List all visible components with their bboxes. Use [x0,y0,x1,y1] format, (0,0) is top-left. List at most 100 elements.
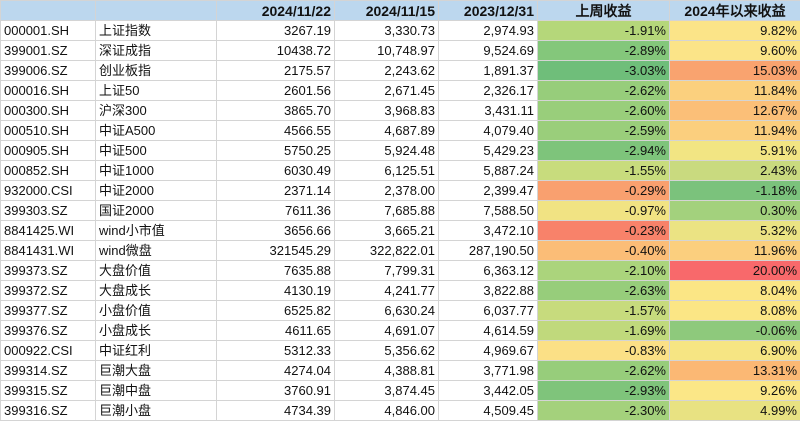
cell-close-3[interactable]: 1,891.37 [438,60,538,81]
cell-weekly-return[interactable]: -3.03% [537,60,670,81]
cell-weekly-return[interactable]: -1.57% [537,300,670,321]
cell-close-2[interactable]: 5,356.62 [334,340,439,361]
cell-ytd-return[interactable]: 15.03% [669,60,800,81]
cell-close-1[interactable]: 2371.14 [216,180,335,201]
cell-index-name[interactable]: 创业板指 [95,60,217,81]
cell-close-3[interactable]: 5,887.24 [438,160,538,181]
cell-index-name[interactable]: 中证1000 [95,160,217,181]
header-date-1[interactable]: 2024/11/22 [216,0,335,21]
cell-close-2[interactable]: 4,241.77 [334,280,439,301]
cell-ytd-return[interactable]: 0.30% [669,200,800,221]
cell-close-1[interactable]: 321545.29 [216,240,335,261]
cell-close-1[interactable]: 4734.39 [216,400,335,421]
cell-close-1[interactable]: 5750.25 [216,140,335,161]
cell-weekly-return[interactable]: -1.55% [537,160,670,181]
cell-close-3[interactable]: 6,363.12 [438,260,538,281]
cell-close-1[interactable]: 2601.56 [216,80,335,101]
cell-code[interactable]: 399006.SZ [0,60,96,81]
cell-close-3[interactable]: 3,822.88 [438,280,538,301]
cell-weekly-return[interactable]: -2.59% [537,120,670,141]
cell-index-name[interactable]: 巨潮小盘 [95,400,217,421]
cell-code[interactable]: 399315.SZ [0,380,96,401]
cell-close-2[interactable]: 3,330.73 [334,20,439,41]
cell-close-2[interactable]: 3,968.83 [334,100,439,121]
cell-close-1[interactable]: 7611.36 [216,200,335,221]
cell-code[interactable]: 8841431.WI [0,240,96,261]
cell-index-name[interactable]: wind微盘 [95,240,217,261]
cell-weekly-return[interactable]: -0.97% [537,200,670,221]
cell-weekly-return[interactable]: -0.23% [537,220,670,241]
header-date-2[interactable]: 2024/11/15 [334,0,439,21]
cell-weekly-return[interactable]: -2.93% [537,380,670,401]
cell-close-2[interactable]: 4,691.07 [334,320,439,341]
cell-ytd-return[interactable]: 8.04% [669,280,800,301]
header-weekly-return[interactable]: 上周收益 [537,0,670,21]
cell-close-1[interactable]: 2175.57 [216,60,335,81]
cell-weekly-return[interactable]: -0.83% [537,340,670,361]
cell-close-1[interactable]: 3760.91 [216,380,335,401]
cell-weekly-return[interactable]: -2.62% [537,360,670,381]
cell-close-2[interactable]: 3,874.45 [334,380,439,401]
cell-code[interactable]: 399377.SZ [0,300,96,321]
cell-index-name[interactable]: wind小市值 [95,220,217,241]
cell-close-3[interactable]: 2,974.93 [438,20,538,41]
cell-code[interactable]: 399001.SZ [0,40,96,61]
cell-ytd-return[interactable]: 11.84% [669,80,800,101]
cell-close-3[interactable]: 2,326.17 [438,80,538,101]
header-date-3[interactable]: 2023/12/31 [438,0,538,21]
cell-close-2[interactable]: 5,924.48 [334,140,439,161]
cell-code[interactable]: 000922.CSI [0,340,96,361]
cell-index-name[interactable]: 上证50 [95,80,217,101]
cell-close-1[interactable]: 5312.33 [216,340,335,361]
cell-index-name[interactable]: 上证指数 [95,20,217,41]
cell-index-name[interactable]: 巨潮大盘 [95,360,217,381]
cell-code[interactable]: 399373.SZ [0,260,96,281]
cell-close-1[interactable]: 6030.49 [216,160,335,181]
cell-ytd-return[interactable]: 6.90% [669,340,800,361]
cell-close-1[interactable]: 3656.66 [216,220,335,241]
cell-ytd-return[interactable]: 12.67% [669,100,800,121]
cell-close-3[interactable]: 3,431.11 [438,100,538,121]
cell-close-2[interactable]: 4,687.89 [334,120,439,141]
cell-close-3[interactable]: 4,509.45 [438,400,538,421]
cell-index-name[interactable]: 巨潮中盘 [95,380,217,401]
cell-index-name[interactable]: 大盘价值 [95,260,217,281]
cell-close-3[interactable]: 4,969.67 [438,340,538,361]
cell-ytd-return[interactable]: 9.82% [669,20,800,41]
cell-close-3[interactable]: 4,079.40 [438,120,538,141]
cell-close-3[interactable]: 4,614.59 [438,320,538,341]
header-ytd-return[interactable]: 2024年以来收益 [669,0,800,21]
cell-close-2[interactable]: 4,846.00 [334,400,439,421]
header-name[interactable] [95,0,217,21]
cell-ytd-return[interactable]: 9.26% [669,380,800,401]
cell-code[interactable]: 399376.SZ [0,320,96,341]
cell-ytd-return[interactable]: 8.08% [669,300,800,321]
cell-ytd-return[interactable]: 11.94% [669,120,800,141]
cell-code[interactable]: 000905.SH [0,140,96,161]
cell-close-3[interactable]: 3,442.05 [438,380,538,401]
cell-close-1[interactable]: 4130.19 [216,280,335,301]
cell-weekly-return[interactable]: -2.62% [537,80,670,101]
cell-close-2[interactable]: 7,799.31 [334,260,439,281]
cell-close-1[interactable]: 7635.88 [216,260,335,281]
cell-close-2[interactable]: 2,378.00 [334,180,439,201]
header-code[interactable] [0,0,96,21]
cell-close-2[interactable]: 6,125.51 [334,160,439,181]
cell-ytd-return[interactable]: 9.60% [669,40,800,61]
cell-code[interactable]: 000300.SH [0,100,96,121]
cell-close-3[interactable]: 9,524.69 [438,40,538,61]
cell-close-2[interactable]: 10,748.97 [334,40,439,61]
cell-code[interactable]: 000510.SH [0,120,96,141]
cell-close-2[interactable]: 2,243.62 [334,60,439,81]
cell-close-3[interactable]: 7,588.50 [438,200,538,221]
cell-code[interactable]: 399314.SZ [0,360,96,381]
cell-weekly-return[interactable]: -2.63% [537,280,670,301]
cell-code[interactable]: 399303.SZ [0,200,96,221]
cell-close-3[interactable]: 287,190.50 [438,240,538,261]
cell-close-1[interactable]: 4566.55 [216,120,335,141]
cell-ytd-return[interactable]: 13.31% [669,360,800,381]
cell-ytd-return[interactable]: 4.99% [669,400,800,421]
cell-code[interactable]: 8841425.WI [0,220,96,241]
cell-ytd-return[interactable]: -0.06% [669,320,800,341]
cell-index-name[interactable]: 中证2000 [95,180,217,201]
